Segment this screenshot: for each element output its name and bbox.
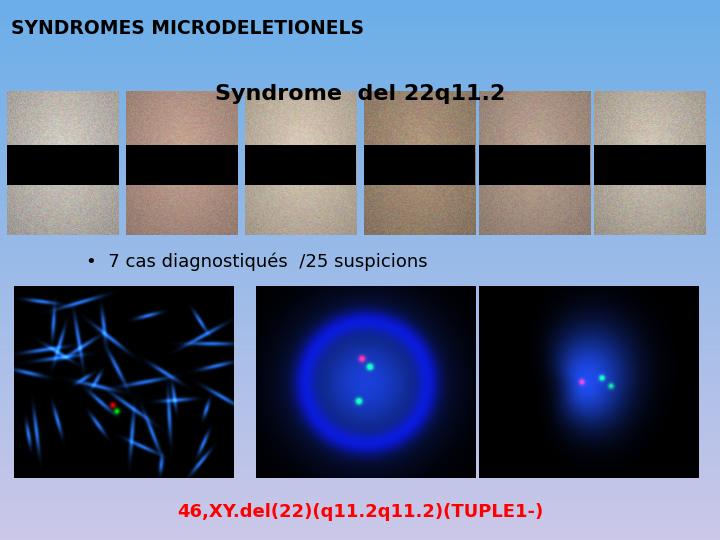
Bar <box>7 145 119 185</box>
Text: 46,XY.del(22)(q11.2q11.2)(TUPLE1-): 46,XY.del(22)(q11.2q11.2)(TUPLE1-) <box>177 503 543 521</box>
Text: Syndrome  del 22q11.2: Syndrome del 22q11.2 <box>215 84 505 104</box>
Bar <box>245 145 356 185</box>
Bar <box>126 145 238 185</box>
Bar <box>479 145 590 185</box>
Text: •  7 cas diagnostiqués  /25 suspicions: • 7 cas diagnostiqués /25 suspicions <box>86 253 428 271</box>
Bar <box>594 145 706 185</box>
Bar <box>364 145 475 185</box>
Text: SYNDROMES MICRODELETIONELS: SYNDROMES MICRODELETIONELS <box>11 19 364 38</box>
